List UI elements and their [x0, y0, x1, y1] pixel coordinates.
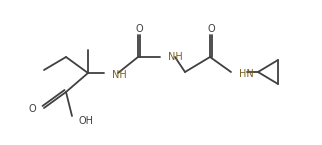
Text: OH: OH: [79, 116, 94, 126]
Text: O: O: [135, 24, 143, 34]
Text: O: O: [207, 24, 215, 34]
Text: O: O: [28, 104, 36, 114]
Text: HN: HN: [239, 69, 254, 79]
Text: NH: NH: [168, 52, 183, 62]
Text: NH: NH: [112, 70, 127, 80]
